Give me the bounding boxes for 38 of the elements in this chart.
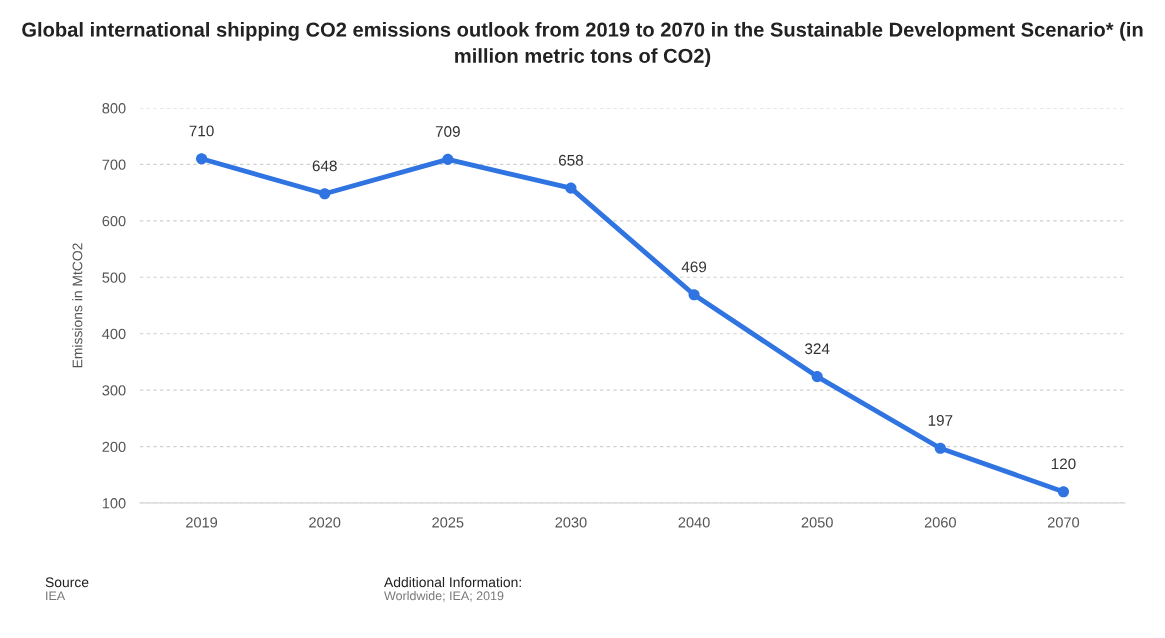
data-label: 324 (805, 343, 830, 355)
x-tick-label: 2025 (432, 517, 464, 528)
y-tick-label: 400 (102, 328, 126, 340)
point (811, 371, 823, 383)
text: Source (45, 577, 89, 588)
text: IEA (46, 591, 66, 601)
data-label: 658 (558, 154, 584, 166)
x-tick-label: 2019 (186, 517, 218, 528)
y-tick-label: 800 (102, 103, 126, 114)
y-tick-label: 100 (102, 498, 126, 509)
data-label: 469 (681, 261, 707, 273)
chart-title: Global international shipping CO2 emissions outlook from 2019 to 2070 in the Sustainable Development Scenario* (in million metric tons of CO2) (22, 22, 1143, 67)
point (934, 442, 946, 454)
point (442, 153, 454, 165)
data-label: 648 (312, 160, 337, 172)
y-tick-label: 700 (102, 159, 126, 170)
data-label: 197 (928, 414, 953, 426)
point (565, 182, 577, 194)
y-tick-label: 200 (102, 441, 126, 452)
y-tick-label: 600 (102, 215, 126, 227)
text: Additional Information: (384, 577, 521, 588)
y-axis-title: Emissions in MtCO2 (72, 243, 83, 368)
x-tick-label: 2030 (555, 517, 587, 528)
data-label: 120 (1051, 458, 1076, 470)
point (319, 188, 331, 200)
point (688, 289, 700, 301)
data-label: 709 (435, 126, 460, 137)
point (196, 153, 208, 165)
x-tick-label: 2050 (801, 517, 833, 528)
data-label: 710 (189, 125, 214, 137)
x-tick-label: 2070 (1047, 517, 1080, 528)
point (1057, 486, 1069, 498)
x-tick-label: 2020 (309, 517, 341, 528)
x-tick-label: 2040 (678, 517, 710, 528)
y-tick-label: 300 (102, 385, 126, 396)
y-tick-label: 500 (102, 272, 126, 283)
x-tick-label: 2060 (924, 517, 956, 528)
text: Worldwide; IEA; 2019 (384, 591, 504, 602)
